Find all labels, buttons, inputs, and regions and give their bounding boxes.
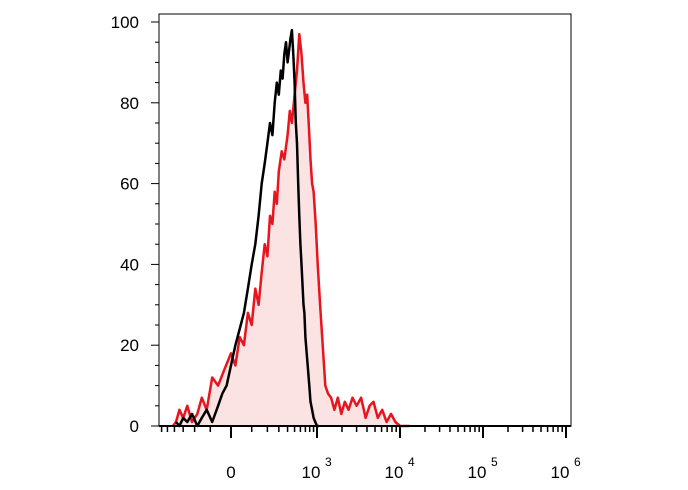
y-tick-label: 100: [111, 13, 139, 32]
x-tick-label: 10: [551, 463, 570, 482]
x-axis: 0 10 3 10 4 10 5 10 6: [160, 426, 581, 482]
series-fill-0: [172, 34, 410, 426]
x-tick-exponent: 4: [408, 455, 415, 469]
y-tick-label: 40: [120, 255, 139, 274]
y-tick-label: 60: [120, 175, 139, 194]
x-tick-label: 0: [226, 463, 235, 482]
x-tick-label: 10: [385, 463, 404, 482]
x-tick-label: 10: [468, 463, 487, 482]
x-tick-exponent: 3: [325, 455, 332, 469]
x-tick-exponent: 6: [574, 455, 581, 469]
x-tick-exponent: 5: [491, 455, 498, 469]
y-axis: 0 20 40 60 80 100: [111, 13, 159, 436]
series-layer: [171, 28, 410, 428]
series-line-0: [171, 32, 410, 428]
series-line-1: [175, 28, 320, 428]
y-tick-label: 20: [120, 336, 139, 355]
x-tick-label: 10: [302, 463, 321, 482]
y-tick-label: 80: [120, 94, 139, 113]
plot-frame: [158, 13, 572, 427]
y-tick-label: 0: [130, 417, 139, 436]
